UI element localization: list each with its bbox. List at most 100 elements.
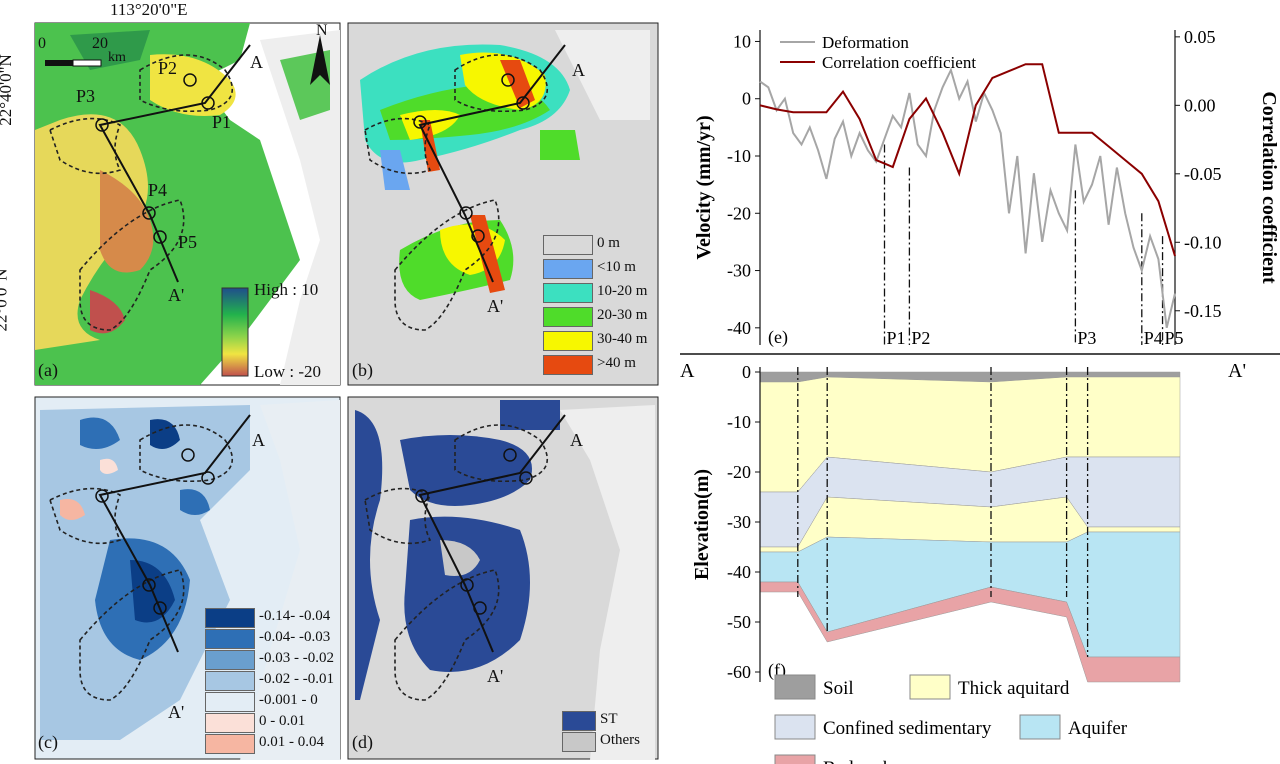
y-tick-label-f: -50 [727,612,751,632]
panel-c-label: (c) [38,732,58,752]
lon-label: 113°20'0"E [110,0,188,19]
legend-b-label: 10-20 m [597,283,648,299]
legend-f-swatch [774,714,816,740]
p5-label: P5 [178,232,198,252]
panel-a-map [34,22,341,386]
a-prime-label-panel-b: A' [487,296,504,316]
a-label-panel-c: A [252,430,265,450]
legend-f-swatch [774,754,816,764]
legend-b-label: 20-30 m [597,307,648,323]
a-prime-label-panel-d: A' [487,666,504,686]
p1-label: P1 [212,112,232,132]
section-end-label: A' [1228,360,1246,382]
lat-top-label: 22°40'0"N [0,54,15,126]
legend-c-swatch [205,629,255,649]
p3-label: P3 [76,86,96,106]
legend-c-label: -0.03 - -0.02 [259,650,334,666]
scale-twenty: 20 [92,35,108,52]
y-tick-label-f: -60 [727,662,751,682]
legend-b-label: <10 m [597,259,636,275]
series-correlation-line [759,63,1176,257]
legend-c-label: -0.14- -0.04 [259,608,331,624]
legend-b-swatch [543,283,593,303]
a-label-panel-d: A [570,430,583,450]
legend-c-label: -0.04- -0.03 [259,629,331,645]
a-prime-label-panel-a: A' [168,285,185,305]
north-arrow-icon [310,35,330,85]
p2-label: P2 [158,58,178,78]
legend-d-swatch [562,732,596,752]
legend-f-label: Thick aquitard [958,678,1070,699]
legend-c-label: 0 - 0.01 [259,713,306,729]
legend-correlation-label: Correlation coefficient [822,53,976,72]
y-axis-label-f: Elevation(m) [691,469,713,580]
legend-b-swatch [543,259,593,279]
y-tick-label-f: -10 [727,412,751,432]
section-start-label: A [680,360,695,382]
y2-tick-label-e: 0.05 [1184,27,1216,47]
map-panels [34,22,659,760]
y-tick-label-f: -20 [727,462,751,482]
legend-d-swatch [562,711,596,731]
legend-f-label: Soil [823,678,854,699]
legend-b-swatch [543,235,593,255]
a-label-panel-a: A [250,52,263,72]
legend-c-swatch [205,692,255,712]
north-label: N [316,22,328,39]
y-tick-label-f: -40 [727,562,751,582]
lat-bottom-label: 22°0'0"N [0,268,11,332]
y-tick-label-f: 0 [742,362,751,382]
legend-c-label: 0.01 - 0.04 [259,734,324,750]
scale-bar [45,60,73,66]
y2-tick-label-e: -0.10 [1184,232,1222,252]
panel-a-label: (a) [38,360,58,380]
series-deformation-line [759,67,1176,329]
legend-b-label: 0 m [597,235,620,251]
legend-c-swatch [205,734,255,754]
y-tick-label-e: -40 [727,318,751,338]
y2-tick-label-e: -0.05 [1184,164,1222,184]
legend-c-swatch [205,608,255,628]
panel-a-legend-gradient [221,287,249,377]
a-prime-label-panel-c: A' [168,702,185,722]
panel-d-map [347,396,659,760]
y-tick-label-e: -10 [727,146,751,166]
chart-e: 10 0 -10 -20 -30 -40 0.05 0.00 -0.05 -0.10 -0.15 Ve… [693,27,1280,348]
legend-b-label: 30-40 m [597,331,648,347]
legend-f-label: Bed rock [823,758,893,764]
y-tick-label-e: -20 [727,203,751,223]
y2-axis-label-e: Correlation coefficient [1258,91,1280,284]
legend-c-swatch [205,713,255,733]
legend-b-swatch [543,331,593,351]
legend-f-swatch [909,674,951,700]
panel-a-legend-high: High : 10 [254,280,319,299]
legend-d-label: ST [600,711,618,727]
y-tick-label-e: 10 [733,31,751,51]
profile-overlays [49,54,549,701]
a-label-panel-b: A [572,60,585,80]
legend-c-label: -0.02 - -0.01 [259,671,334,687]
p-marker-label-e: P4 [1144,328,1163,348]
panel-b-label: (b) [352,360,373,380]
p-marker-label-e: P2 [911,328,930,348]
panel-d-label: (d) [352,732,373,752]
p-marker-label-e: P5 [1165,328,1184,348]
legend-c-swatch [205,671,255,691]
legend-c-swatch [205,650,255,670]
legend-f-label: Confined sedimentary [823,718,992,739]
profile-points [95,73,533,615]
y-axis-label-e: Velocity (mm/yr) [693,115,715,259]
panel-e-label: (e) [768,327,788,348]
legend-f-swatch [1019,714,1061,740]
legend-deformation-label: Deformation [822,33,909,52]
legend-d-label: Others [600,732,640,748]
legend-b-label: >40 m [597,355,636,371]
panel-a-legend-low: Low : -20 [254,362,322,381]
y2-tick-label-e: 0.00 [1184,95,1216,115]
chart-f: A A'0-10-20-30-40-50-60Elevation(m)(f)Soi… [680,353,1280,764]
plot-area-e [760,30,1175,345]
y-tick-label-e: -30 [727,261,751,281]
y-tick-label-e: 0 [742,89,751,109]
y-tick-label-f: -30 [727,512,751,532]
scale-unit: km [108,50,126,65]
